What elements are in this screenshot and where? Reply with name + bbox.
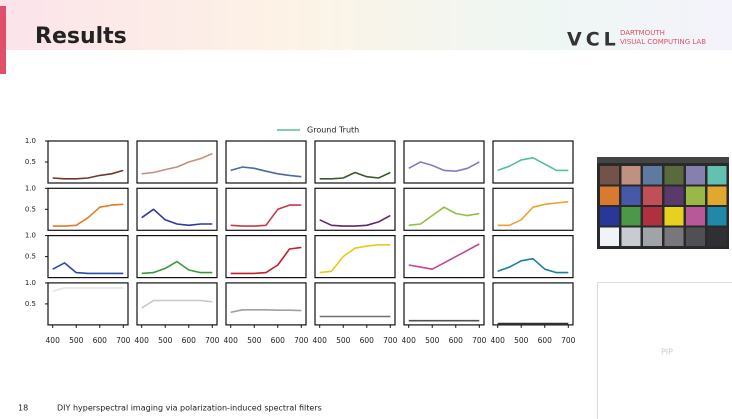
x-tick-label: 400 [135,336,150,345]
panel-frame [137,236,217,278]
panel-frame [493,283,573,325]
x-tick-label: 500 [336,336,351,345]
x-tick-label: 500 [69,336,84,345]
patch [708,166,727,185]
y-tick-label: 1.0 [25,279,36,287]
legend-label: Ground Truth [307,126,359,135]
x-tick-label: 600 [182,336,197,345]
patch [708,187,727,206]
patch [643,228,662,247]
x-tick-label: 700 [205,336,220,345]
panel-frame [493,236,573,278]
x-tick-label: 700 [294,336,309,345]
panel-frame [48,141,128,183]
page-number: 18 [18,404,28,413]
x-tick-label: 400 [491,336,506,345]
color-checker [597,157,729,249]
y-tick-label: 1.0 [25,184,36,192]
panel-frame [226,283,306,325]
patch [665,187,684,206]
y-tick-label: 0.5 [25,158,36,166]
x-tick-label: 500 [514,336,529,345]
x-tick-label: 600 [449,336,464,345]
patch [686,166,705,185]
panel-frame [48,236,128,278]
x-tick-label: 600 [271,336,286,345]
y-tick-label: 0.5 [25,253,36,261]
panel-frame [493,188,573,230]
panel-frame [404,141,484,183]
x-tick-label: 700 [116,336,131,345]
patch [622,228,641,247]
small-multiples: 1.0 0.5 1.0 0.5 1.0 0.5 1.0 0.5 400 500 600 700 400 5… [25,126,576,345]
patch [708,228,727,247]
patch [665,228,684,247]
x-tick-label: 600 [360,336,375,345]
patch [708,207,727,226]
panel-frame [404,283,484,325]
patch [622,207,641,226]
patch [643,166,662,185]
patch [665,166,684,185]
logo: VCL [567,29,620,51]
patch [600,228,619,247]
patch [643,187,662,206]
lab-name: VISUAL COMPUTING LAB [620,38,706,46]
x-tick-label: 600 [538,336,553,345]
panel-frame [137,141,217,183]
y-tick-label: 0.5 [25,300,36,308]
x-tick-label: 500 [158,336,173,345]
y-tick-label: 1.0 [25,232,36,240]
x-tick-label: 400 [46,336,61,345]
panel-frame [48,188,128,230]
x-tick-label: 700 [561,336,576,345]
lab-name: DARTMOUTH [620,29,665,37]
patch [622,166,641,185]
x-tick-label: 600 [93,336,108,345]
panel-frame [226,236,306,278]
patch [600,166,619,185]
x-tick-label: 500 [425,336,440,345]
x-tick-label: 400 [402,336,417,345]
x-tick-label: 400 [224,336,239,345]
panel-frame [315,283,395,325]
patch [665,207,684,226]
x-tick-label: 700 [472,336,487,345]
slide: Results VCL DARTMOUTH VISUAL COMPUTING L… [0,0,732,419]
x-tick-label: 700 [383,336,398,345]
y-tick-label: 0.5 [25,205,36,213]
patch [600,207,619,226]
patch [686,228,705,247]
slide-title: Results [35,24,127,49]
y-tick-label: 1.0 [25,137,36,145]
patch [643,207,662,226]
x-tick-label: 400 [313,336,328,345]
panel-frame [493,141,573,183]
accent [0,6,6,74]
pip-label: PIP [661,348,673,357]
patch [686,207,705,226]
x-tick-label: 500 [247,336,262,345]
caption: DIY hyperspectral imaging via polarizati… [57,404,322,413]
patch [600,187,619,206]
patch [686,187,705,206]
patch [622,187,641,206]
panel-frame [404,236,484,278]
